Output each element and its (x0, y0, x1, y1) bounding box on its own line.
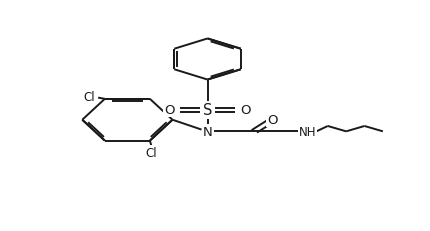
Text: O: O (240, 104, 251, 117)
Text: Cl: Cl (145, 146, 157, 159)
Text: O: O (267, 114, 277, 127)
Text: S: S (203, 103, 212, 118)
Text: NH: NH (298, 125, 316, 138)
Text: Cl: Cl (83, 91, 94, 104)
Text: N: N (202, 125, 212, 138)
Text: O: O (163, 104, 174, 117)
